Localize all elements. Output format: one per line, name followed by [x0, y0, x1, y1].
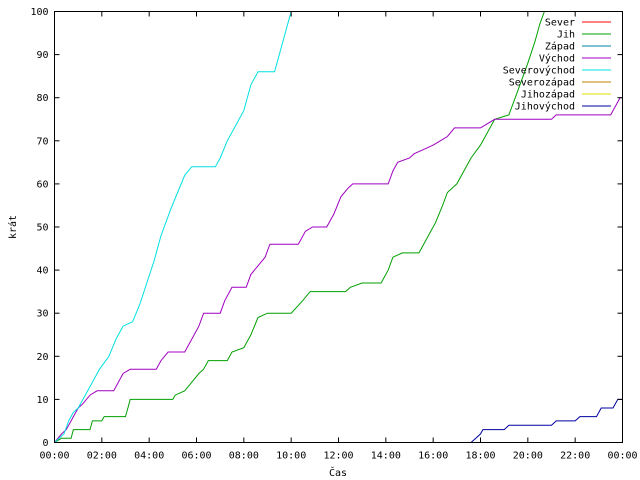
x-tick-label: 20:00 [513, 451, 543, 462]
legend-label: Jih [557, 30, 575, 41]
series-line-3 [54, 97, 623, 443]
legend-label: Jihozápad [521, 89, 575, 101]
x-tick-label: 12:00 [323, 451, 353, 462]
y-tick-label: 70 [36, 136, 48, 147]
legend-label: Jihovýchod [515, 101, 575, 113]
x-tick-label: 00:00 [607, 451, 637, 462]
legend-label: Sever [545, 18, 575, 29]
x-tick-label: 00:00 [39, 451, 69, 462]
ticks-layer: 00:00 02:00 04:00 06:00 08:00 10:00 12:00 14:00… [30, 7, 637, 462]
y-tick-label: 10 [36, 395, 48, 406]
legend-label: Severozápad [509, 77, 575, 89]
x-tick-label: 06:00 [181, 451, 211, 462]
y-axis-title: krát [7, 215, 19, 239]
x-tick-label: 16:00 [418, 451, 448, 462]
y-tick-label: 30 [36, 309, 48, 320]
y-tick-label: 0 [42, 438, 48, 449]
y-tick-label: 90 [36, 50, 48, 61]
y-tick-label: 80 [36, 93, 48, 104]
y-tick-label: 50 [36, 223, 48, 234]
x-tick-label: 14:00 [371, 451, 401, 462]
y-tick-label: 60 [36, 179, 48, 190]
legend: SeverJihZápadVýchodSeverovýchodSeverozáp… [503, 18, 611, 113]
series-line-4 [54, 11, 292, 443]
y-tick-label: 40 [36, 266, 48, 277]
x-tick-label: 22:00 [560, 451, 590, 462]
legend-label: Východ [539, 53, 575, 65]
legend-label: Západ [545, 41, 575, 53]
x-axis-title: Čas [329, 466, 347, 479]
series-line-7 [54, 398, 623, 443]
x-tick-label: 02:00 [87, 451, 117, 462]
y-tick-label: 100 [30, 7, 48, 18]
series-layer [54, 11, 623, 443]
x-tick-label: 08:00 [229, 451, 259, 462]
x-tick-label: 10:00 [276, 451, 306, 462]
series-line-1 [54, 11, 545, 443]
y-tick-label: 20 [36, 352, 48, 363]
x-tick-label: 18:00 [465, 451, 495, 462]
legend-label: Severovýchod [503, 65, 575, 77]
x-tick-label: 04:00 [134, 451, 164, 462]
